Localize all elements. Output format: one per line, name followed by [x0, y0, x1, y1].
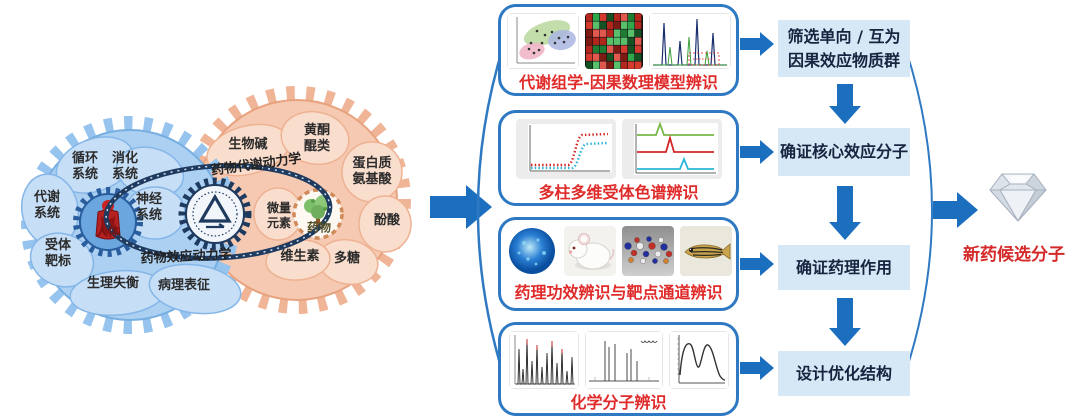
- panel2-arrow-icon: [740, 140, 774, 164]
- panel-caption: 药理功效辨识与靶点通道辨识: [514, 283, 723, 302]
- chromatogram-thumb: [508, 331, 579, 389]
- main-right-arrow-icon: [430, 185, 492, 229]
- panel-chromatography: 多柱多维受体色谱辨识: [498, 110, 739, 206]
- drug-hub-label: 药物: [306, 220, 332, 235]
- panel-pharmacology-thumbs: [505, 226, 732, 276]
- result-arrow-icon: [933, 192, 978, 228]
- orange-gear-icon: [183, 86, 412, 314]
- human-body-label: 人体: [95, 224, 121, 239]
- down-arrow-1-icon: [829, 84, 861, 124]
- nmr-spectrum-thumb: [584, 331, 663, 389]
- panel-caption: 代谢组学-因果数理模型辨识: [519, 73, 718, 92]
- diamond-icon: [989, 173, 1047, 222]
- panel3-arrow-icon: [740, 252, 774, 276]
- flow-box-design-structure: 设计优化结构: [778, 351, 910, 396]
- panel4-arrow-icon: [740, 356, 774, 380]
- multi-column-peaks-thumb: [621, 119, 722, 179]
- flow-box-confirm-pharmacology: 确证药理作用: [778, 245, 910, 290]
- boxes-brace-curve: [905, 49, 933, 372]
- panel-chromatography-thumbs: [505, 119, 732, 179]
- mouse-image: [563, 226, 616, 276]
- heatmap-thumb: [584, 13, 643, 69]
- chain-icon: [103, 163, 333, 261]
- panel-chemistry-thumbs: [505, 331, 732, 389]
- down-arrow-2-icon: [829, 186, 861, 240]
- zebrafish-image: [679, 226, 732, 276]
- cell-image: [505, 226, 558, 276]
- panel-metabolomics-thumbs: [505, 13, 732, 69]
- panel-metabolomics: 代谢组学-因果数理模型辨识: [498, 4, 739, 96]
- breakthrough-curves-thumb: [515, 119, 616, 179]
- panel1-arrow-icon: [740, 32, 774, 56]
- panel-chemistry: 化学分子辨识: [498, 322, 739, 416]
- spectra-thumb: [648, 13, 731, 69]
- flow-box-screen-causal-substances: 筛选单向 / 互为 因果效应物质群: [778, 20, 910, 77]
- molecule-image: [621, 226, 674, 276]
- down-arrow-3-icon: [829, 298, 861, 346]
- panels-brace-curve: [476, 43, 506, 378]
- panel-caption: 多柱多维受体色谱辨识: [538, 183, 699, 202]
- panel-pharmacology: 药理功效辨识与靶点通道辨识: [498, 217, 739, 311]
- triangle-logo-icon: [178, 177, 252, 251]
- flow-box-confirm-core-molecules: 确证核心效应分子: [778, 128, 910, 176]
- pca-scatter-thumb: [506, 13, 579, 69]
- uv-spectrum-thumb: [668, 331, 729, 389]
- panel-caption: 化学分子辨识: [570, 393, 667, 412]
- result-label: 新药候选分子: [963, 245, 1065, 265]
